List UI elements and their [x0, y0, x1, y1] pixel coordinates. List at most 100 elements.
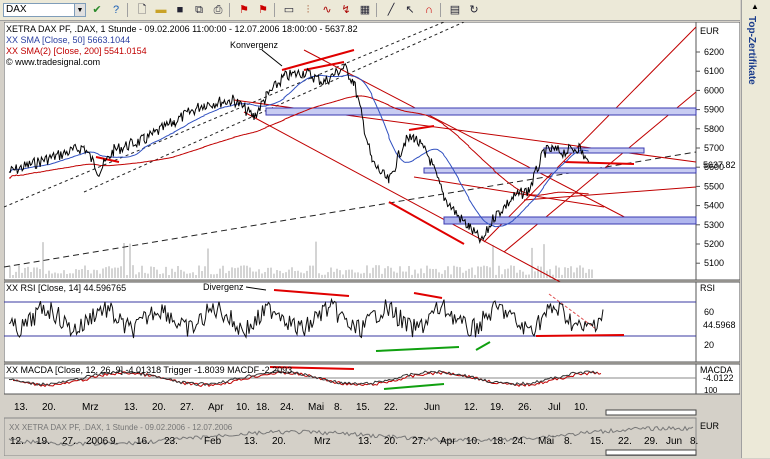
trend-line[interactable] [95, 156, 120, 163]
x-axis-top-label: 10. [236, 402, 250, 413]
trend-line[interactable] [523, 186, 697, 201]
rsi-label: RSI [700, 283, 715, 293]
print-icon[interactable]: ⎙ [213, 4, 223, 16]
trend-line[interactable] [563, 161, 635, 165]
window-icon[interactable]: ▭ [283, 4, 295, 16]
x-axis-bottom-label: 12. [10, 436, 24, 447]
resistance-zone[interactable] [265, 107, 697, 116]
price-y-tick: 5700 [704, 143, 724, 153]
chart-area[interactable]: 6200 6100 6000 5900 5800 5700 5600 5500 5400 5300… [3, 21, 741, 457]
rsi-trend-line[interactable] [535, 334, 625, 337]
x-axis-bottom-label: 18. [492, 436, 506, 447]
rsi-line [8, 297, 604, 339]
divergenz-annotation: Divergenz [203, 282, 244, 292]
indicator-icon[interactable]: ∿ [322, 4, 332, 16]
support-zone[interactable] [443, 216, 697, 225]
x-axis-bottom-label: 15. [590, 436, 604, 447]
price-title: XETRA DAX PF, .DAX, 1 Stunde - 09.02.200… [6, 24, 358, 34]
trend-line[interactable] [243, 111, 565, 285]
time-scroll-top[interactable] [605, 409, 697, 416]
x-axis-bottom-label: 13. [358, 436, 372, 447]
x-axis-top-label: 12. [464, 402, 478, 413]
price-line [8, 62, 590, 244]
open-icon[interactable]: ▬ [155, 4, 167, 16]
x-axis-bottom-label: Mai [538, 436, 554, 447]
toolbar-separator [274, 3, 275, 17]
toolbar: DAX ▼ ✔ ? 🗋 ▬ ■ ⧉ ⎙ ⚑ ⚑ ▭ ⫶ ∿ ↯ ▦ ╱ ↖ ∩ … [0, 0, 740, 21]
konvergenz-annotation: Konvergenz [230, 40, 279, 50]
price-y-tick: 5500 [704, 181, 724, 191]
line-tool-icon[interactable]: ╱ [387, 4, 395, 16]
x-axis-top-label: 13. [14, 402, 28, 413]
price-y-tick: 5900 [704, 105, 724, 115]
scroll-up-icon[interactable]: ▲ [751, 2, 759, 11]
macd-divergence-line-green [383, 383, 445, 390]
x-axis-bottom-label: 16. [136, 436, 150, 447]
macd-tick: 100 [704, 386, 718, 395]
side-panel: ▲ Top-Zertifikate [741, 0, 770, 458]
price-y-tick: 6000 [704, 85, 724, 95]
copyright-text: © www.tradesignal.com [6, 57, 100, 67]
save-icon[interactable]: ■ [176, 4, 184, 16]
trend-line[interactable] [413, 176, 605, 208]
trend-line[interactable] [408, 125, 435, 131]
rsi-trend-line[interactable] [475, 341, 491, 351]
flag-icon[interactable]: ⚑ [258, 4, 268, 16]
x-axis-bottom-label: 20. [272, 436, 286, 447]
macd-label: MACDA [700, 365, 733, 375]
trend-line[interactable] [388, 201, 465, 245]
macd-axis [695, 363, 741, 395]
x-axis-bottom-label: 19. [36, 436, 50, 447]
divergenz-arrow [245, 286, 267, 291]
x-axis-top-label: Jul [548, 402, 561, 413]
macd-legend: XX MACDA [Close, 12, 26, 9] -4.01318 Tri… [6, 365, 292, 375]
x-axis-bottom-labels: 12. 19. 27. 2006 9. 16. 23. Feb 13. 20. Mrz 13. 20. 2… [10, 436, 698, 447]
x-axis-top-label: 15. [356, 402, 370, 413]
x-axis-top-label: Mrz [82, 402, 99, 413]
dropdown-icon[interactable]: ▼ [75, 3, 86, 17]
rsi-trend-line[interactable] [375, 346, 460, 352]
rsi-drawings [273, 289, 625, 352]
properties-icon[interactable]: ▦ [359, 4, 371, 16]
macd-value: -4.0122 [703, 373, 734, 383]
x-axis-top-label: 8. [334, 402, 342, 413]
trend-line[interactable] [3, 21, 445, 208]
trend-line[interactable] [281, 49, 355, 71]
refresh-icon[interactable]: ↻ [469, 4, 479, 16]
magnet-icon[interactable]: ∩ [425, 4, 433, 16]
checkmark-icon[interactable]: ✔ [92, 4, 102, 16]
x-axis-bottom-label: 2006 [86, 436, 109, 447]
toolbar-separator [376, 3, 377, 17]
price-y-tick: 5600 [704, 162, 724, 172]
flag-icon[interactable]: ⚑ [239, 4, 249, 16]
x-axis-bottom-label: 22. [618, 436, 632, 447]
x-axis-bottom-label: 23. [164, 436, 178, 447]
trend-line[interactable] [483, 26, 697, 243]
side-panel-label[interactable]: Top-Zertifikate [746, 16, 757, 85]
x-axis-top-label: 22. [384, 402, 398, 413]
x-axis-top-label: 20. [42, 402, 56, 413]
new-doc-icon[interactable]: 🗋 [137, 4, 147, 16]
copy-icon[interactable]: ⧉ [195, 4, 203, 16]
x-axis-bottom-label: Jun [666, 436, 682, 447]
drawing-icon[interactable]: ↯ [341, 4, 351, 16]
support-zone[interactable] [423, 167, 697, 174]
x-axis-top-label: 24. [280, 402, 294, 413]
rsi-trend-line[interactable] [273, 289, 350, 297]
trend-line[interactable] [303, 61, 345, 71]
x-axis-bottom-label: 27. [412, 436, 426, 447]
help-icon[interactable]: ? [112, 4, 120, 16]
time-scroll-bottom[interactable] [605, 449, 697, 456]
symbol-input[interactable]: DAX [3, 3, 75, 17]
x-axis-bottom-label: Apr [440, 436, 456, 447]
overview-legend: XX XETRA DAX PF, .DAX, 1 Stunde - 09.02.… [9, 423, 233, 432]
rsi-value: 44.5968 [703, 320, 736, 330]
cursor-icon[interactable]: ↖ [405, 4, 415, 16]
chart-svg[interactable]: 6200 6100 6000 5900 5800 5700 5600 5500 5400 5300… [3, 21, 741, 457]
candles-icon[interactable]: ⫶ [306, 4, 310, 16]
price-y-tick: 6200 [704, 47, 724, 57]
rsi-trend-line[interactable] [413, 292, 443, 299]
x-axis-bottom-label: Feb [204, 436, 222, 447]
price-y-tick: 5200 [704, 239, 724, 249]
chart-settings-icon[interactable]: ▤ [449, 4, 461, 16]
